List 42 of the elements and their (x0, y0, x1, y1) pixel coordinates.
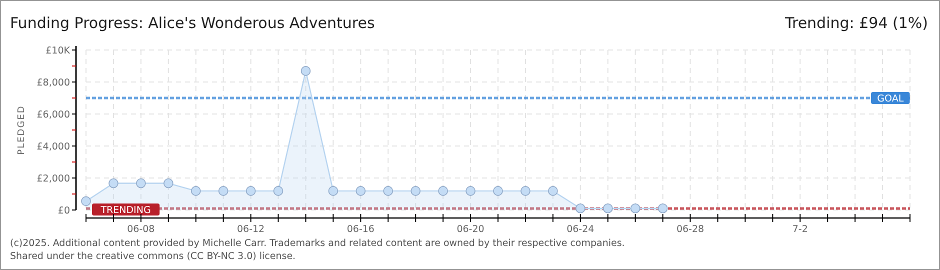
text: Shared under the creative commons (CC BY-NC 3.0) license. (10, 251, 296, 262)
point (466, 186, 476, 196)
point (602, 204, 613, 214)
y-tick-label: £10K (46, 46, 71, 56)
point (576, 204, 586, 214)
x-tick-label: 06-12 (236, 224, 265, 235)
point (410, 186, 420, 196)
point (246, 186, 256, 196)
x-tick-label: 06-20 (456, 224, 484, 235)
point (658, 204, 668, 214)
point (108, 178, 118, 188)
point (328, 186, 338, 196)
point (81, 196, 91, 206)
chart-subtitle: Trending: £94 (1%) (784, 14, 928, 32)
y-axis-title: PLEDGED (17, 105, 27, 155)
point (136, 178, 146, 188)
y-tick-label: £6,000 (36, 110, 70, 120)
y-tick-label: £0 (58, 206, 70, 216)
ref-line-label: GOAL (877, 94, 904, 104)
x-tick-label: 06-16 (346, 224, 374, 235)
x-tick-label: 7-2 (792, 224, 808, 235)
point (630, 204, 640, 214)
chart-title: Funding Progress: Alice's Wonderous Adventures (10, 14, 375, 32)
x-tick-label: 06-28 (676, 224, 704, 235)
point (438, 186, 448, 196)
point (520, 186, 530, 196)
y-tick-label: £8,000 (36, 78, 70, 88)
y-tick-label: £2,000 (36, 174, 70, 184)
point (300, 66, 311, 76)
y-tick-label: £4,000 (36, 142, 70, 152)
point (383, 186, 394, 196)
x-tick-label: 06-24 (566, 224, 594, 235)
x-tick-label: 06-08 (127, 224, 155, 235)
point (273, 186, 284, 196)
point (493, 186, 503, 196)
text: (c)2025. Additional content provided by Michelle Carr. Trademarks and related content are owned by their respective companies. (10, 238, 625, 249)
point (190, 186, 201, 196)
point (356, 186, 366, 196)
point (218, 186, 228, 196)
point (548, 186, 558, 196)
point (164, 178, 174, 188)
ref-line-label: TRENDING (100, 204, 151, 216)
